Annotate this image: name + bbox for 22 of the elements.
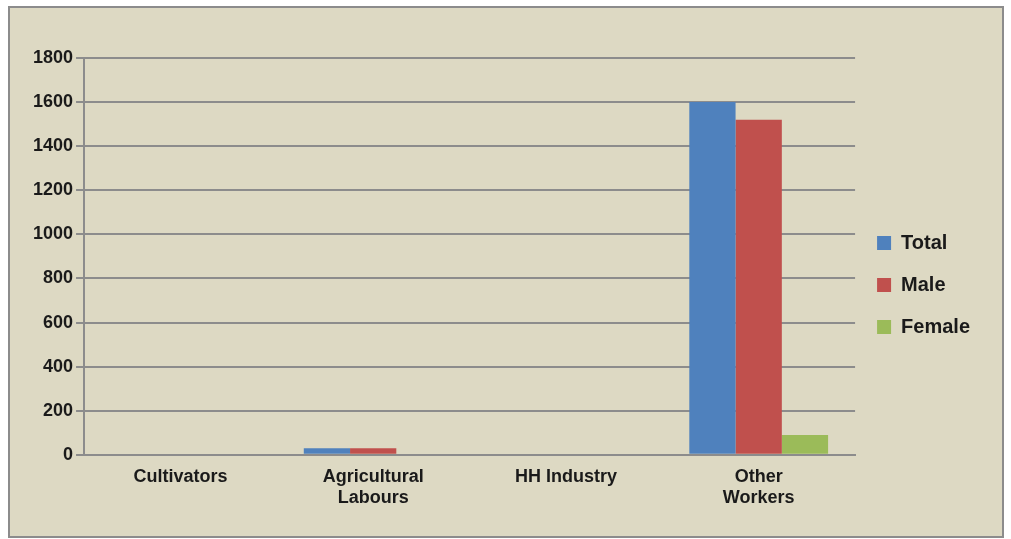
y-tick-label: 1400: [33, 135, 74, 156]
y-tick-label: 1600: [33, 91, 74, 112]
bar: [781, 434, 829, 454]
bar: [303, 448, 351, 454]
y-tick-label: 800: [43, 267, 74, 288]
y-tick-label: 1000: [33, 223, 74, 244]
y-tick-label: 0: [63, 443, 74, 464]
x-tick-label: Cultivators: [133, 465, 228, 486]
x-tick-label: Other Workers: [722, 465, 795, 508]
bar: [350, 448, 397, 454]
bar: [735, 119, 782, 454]
y-tick-label: 600: [43, 311, 74, 332]
y-tick-label: 400: [43, 355, 74, 376]
y-tick-label: 1200: [33, 179, 74, 200]
legend-label: Male: [901, 272, 946, 295]
y-tick-label: 200: [43, 399, 74, 420]
x-tick-label: Agricultural Labours: [322, 465, 424, 508]
legend-label: Total: [901, 230, 948, 253]
y-tick-label: 1800: [33, 46, 74, 67]
x-tick-label: HH Industry: [514, 465, 617, 486]
bar: [689, 102, 736, 454]
legend-label: Female: [901, 314, 971, 337]
